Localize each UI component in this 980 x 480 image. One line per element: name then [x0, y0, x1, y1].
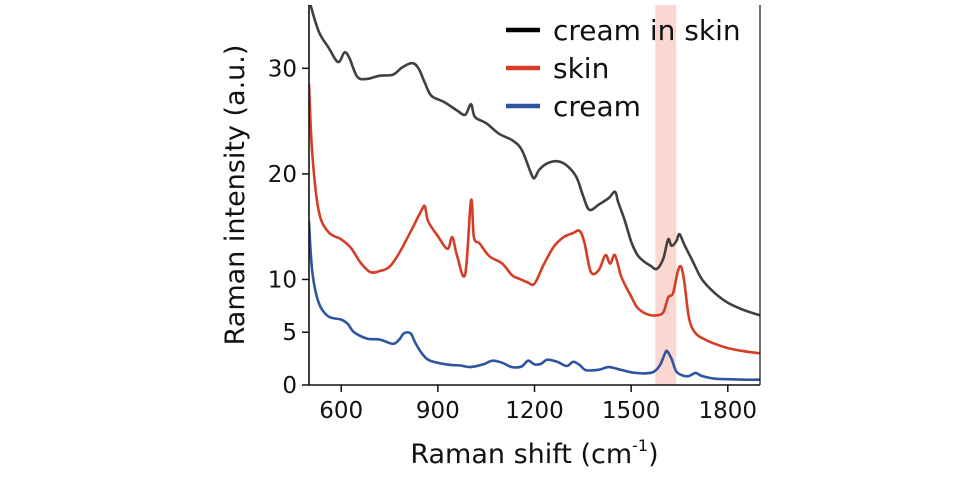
y-tick-label: 20 — [268, 162, 297, 188]
y-tick-label: 10 — [268, 267, 297, 293]
x-tick-label: 1800 — [699, 398, 758, 424]
legend: cream in skin skin cream — [506, 14, 741, 123]
y-tick-label: 5 — [282, 320, 297, 346]
y-tick-label: 30 — [268, 56, 297, 82]
x-tick-label: 900 — [416, 398, 460, 424]
x-axis-title-superscript: -1 — [632, 436, 648, 455]
x-tick-label: 600 — [319, 398, 363, 424]
y-axis-title: Raman intensity (a.u.) — [220, 45, 251, 346]
x-axis-title: Raman shift (cm-1) — [410, 436, 658, 470]
series-line-cream — [309, 221, 760, 382]
legend-label-cream-in-skin: cream in skin — [553, 14, 741, 47]
series-layer — [309, 5, 760, 382]
series-line-cream-in-skin — [309, 5, 760, 317]
y-tick-label: 0 — [282, 373, 297, 399]
legend-label-skin: skin — [553, 52, 609, 85]
x-axis-title-end: ) — [648, 439, 659, 470]
x-tick-label: 1200 — [505, 398, 564, 424]
legend-label-cream: cream — [553, 90, 641, 123]
x-tick-label: 1500 — [602, 398, 661, 424]
highlight-band — [655, 5, 677, 385]
x-axis-title-main: Raman shift (cm — [410, 439, 632, 470]
ticks-layer: 600 900 1200 1500 1800 0 5 10 20 30 — [268, 5, 761, 424]
series-line-skin — [309, 84, 760, 355]
